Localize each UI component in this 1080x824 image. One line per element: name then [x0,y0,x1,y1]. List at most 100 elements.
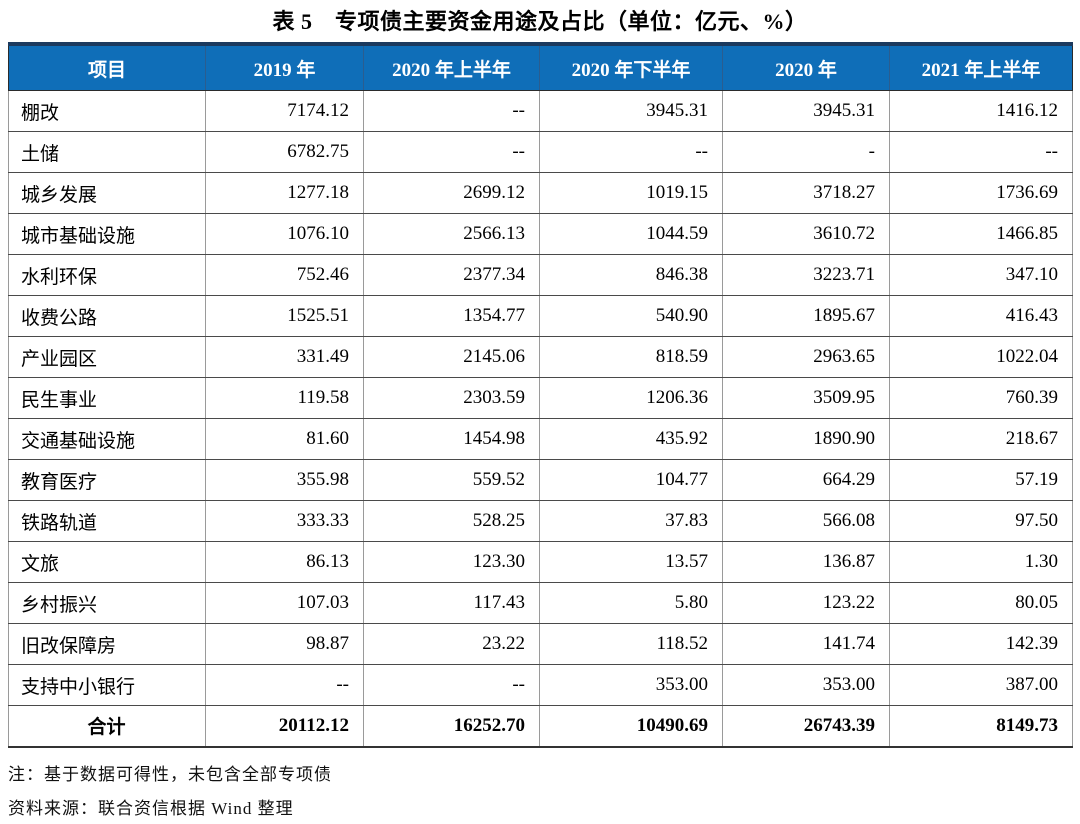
cell-value: 3223.71 [722,254,890,296]
cell-value: 3610.72 [722,213,890,255]
table-body: 棚改 7174.12 -- 3945.31 3945.31 1416.12 土储 6782.7… [8,90,1073,748]
cell-value: -- [889,131,1073,173]
cell-value: 218.67 [889,418,1073,460]
cell-value: 3509.95 [722,377,890,419]
table-row: 文旅 86.13 123.30 13.57 136.87 1.30 [8,541,1073,583]
cell-value: 20112.12 [205,705,364,748]
cell-value: 347.10 [889,254,1073,296]
cell-value: 1019.15 [539,172,723,214]
cell-value: 26743.39 [722,705,890,748]
cell-value: -- [363,131,540,173]
cell-value: 7174.12 [205,90,364,132]
cell-value: 1525.51 [205,295,364,337]
table-row: 民生事业 119.58 2303.59 1206.36 3509.95 760.39 [8,377,1073,419]
cell-value: 104.77 [539,459,723,501]
cell-value: -- [205,664,364,706]
cell-value: 1.30 [889,541,1073,583]
cell-value: 118.52 [539,623,723,665]
cell-value: -- [363,90,540,132]
cell-value: 664.29 [722,459,890,501]
row-label: 教育医疗 [8,459,206,501]
cell-value: 846.38 [539,254,723,296]
cell-value: 435.92 [539,418,723,460]
table-header-row: 项目 2019 年 2020 年上半年 2020 年下半年 2020 年 2021 年上半… [8,42,1073,91]
row-label: 支持中小银行 [8,664,206,706]
cell-value: 1454.98 [363,418,540,460]
table-row: 城乡发展 1277.18 2699.12 1019.15 3718.27 1736.69 [8,172,1073,214]
row-label: 土储 [8,131,206,173]
column-header-2: 2020 年上半年 [363,42,540,91]
cell-value: 353.00 [722,664,890,706]
row-label: 收费公路 [8,295,206,337]
table-title: 表 5 专项债主要资金用途及占比（单位：亿元、%） [272,9,808,34]
cell-value: 1076.10 [205,213,364,255]
cell-value: 8149.73 [889,705,1073,748]
row-label: 交通基础设施 [8,418,206,460]
cell-value: 2377.34 [363,254,540,296]
row-label: 乡村振兴 [8,582,206,624]
cell-value: 1890.90 [722,418,890,460]
cell-value: 416.43 [889,295,1073,337]
row-label: 合计 [8,705,206,748]
cell-value: -- [363,664,540,706]
cell-value: 1277.18 [205,172,364,214]
table-footnotes: 注：基于数据可得性，未包含全部专项债 资料来源：联合资信根据 Wind 整理 [8,760,1072,819]
row-label: 文旅 [8,541,206,583]
total-row: 合计 20112.12 16252.70 10490.69 26743.39 8149.7… [8,705,1073,748]
table-row: 铁路轨道 333.33 528.25 37.83 566.08 97.50 [8,500,1073,542]
cell-value: 123.30 [363,541,540,583]
cell-value: 355.98 [205,459,364,501]
row-label: 民生事业 [8,377,206,419]
column-header-5: 2021 年上半年 [889,42,1073,91]
row-label: 铁路轨道 [8,500,206,542]
table-row: 产业园区 331.49 2145.06 818.59 2963.65 1022.04 [8,336,1073,378]
cell-value: 119.58 [205,377,364,419]
cell-value: 23.22 [363,623,540,665]
cell-value: 117.43 [363,582,540,624]
cell-value: - [722,131,890,173]
data-availability-note: 注：基于数据可得性，未包含全部专项债 [8,764,332,784]
cell-value: 1736.69 [889,172,1073,214]
table-row: 水利环保 752.46 2377.34 846.38 3223.71 347.10 [8,254,1073,296]
table-row: 支持中小银行 -- -- 353.00 353.00 387.00 [8,664,1073,706]
cell-value: 81.60 [205,418,364,460]
cell-value: 16252.70 [363,705,540,748]
cell-value: 57.19 [889,459,1073,501]
row-label: 城市基础设施 [8,213,206,255]
table-row: 收费公路 1525.51 1354.77 540.90 1895.67 416.43 [8,295,1073,337]
cell-value: -- [539,131,723,173]
cell-value: 752.46 [205,254,364,296]
cell-value: 1466.85 [889,213,1073,255]
cell-value: 540.90 [539,295,723,337]
row-label: 旧改保障房 [8,623,206,665]
cell-value: 3945.31 [722,90,890,132]
cell-value: 1354.77 [363,295,540,337]
cell-value: 2963.65 [722,336,890,378]
table-row: 旧改保障房 98.87 23.22 118.52 141.74 142.39 [8,623,1073,665]
cell-value: 353.00 [539,664,723,706]
cell-value: 6782.75 [205,131,364,173]
cell-value: 136.87 [722,541,890,583]
table-row: 城市基础设施 1076.10 2566.13 1044.59 3610.72 1466.8… [8,213,1073,255]
table-row: 交通基础设施 81.60 1454.98 435.92 1890.90 218.67 [8,418,1073,460]
table-row: 棚改 7174.12 -- 3945.31 3945.31 1416.12 [8,90,1073,132]
column-header-1: 2019 年 [205,42,364,91]
cell-value: 1416.12 [889,90,1073,132]
cell-value: 331.49 [205,336,364,378]
cell-value: 3718.27 [722,172,890,214]
cell-value: 1206.36 [539,377,723,419]
cell-value: 528.25 [363,500,540,542]
cell-value: 333.33 [205,500,364,542]
table-row: 乡村振兴 107.03 117.43 5.80 123.22 80.05 [8,582,1073,624]
row-label: 棚改 [8,90,206,132]
cell-value: 80.05 [889,582,1073,624]
cell-value: 2303.59 [363,377,540,419]
column-header-0: 项目 [8,42,206,91]
cell-value: 97.50 [889,500,1073,542]
cell-value: 559.52 [363,459,540,501]
cell-value: 98.87 [205,623,364,665]
table-row: 土储 6782.75 -- -- - -- [8,131,1073,173]
cell-value: 123.22 [722,582,890,624]
cell-value: 1895.67 [722,295,890,337]
